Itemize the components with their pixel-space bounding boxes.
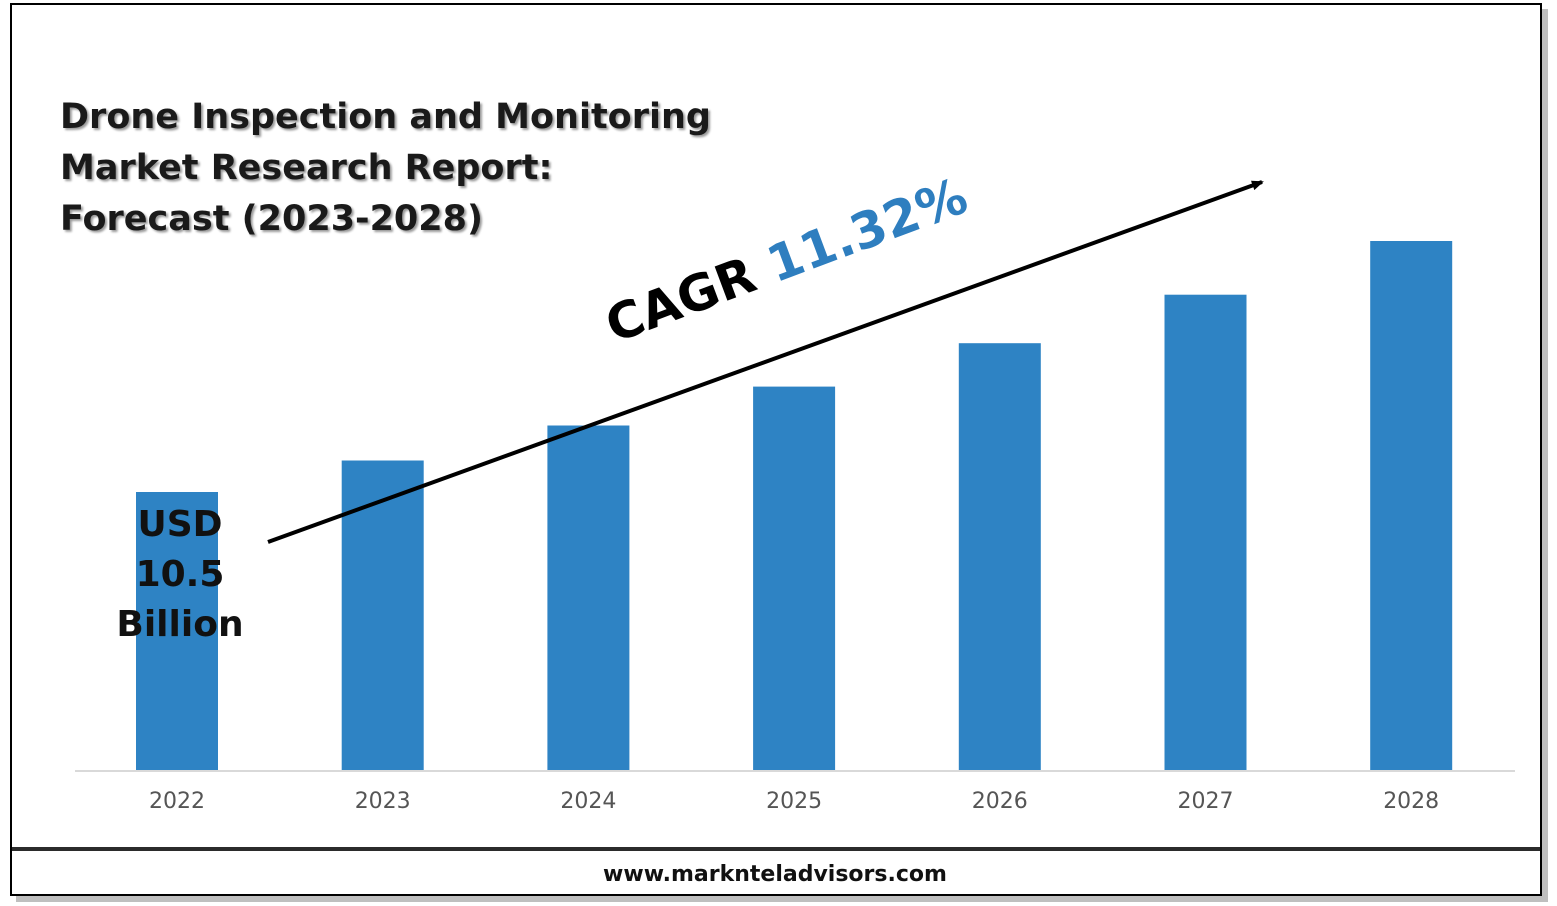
bar-2027	[1164, 294, 1247, 770]
start-value-annotation: USD 10.5 Billion	[100, 500, 260, 650]
website-link[interactable]: www.marknteladvisors.com	[603, 862, 947, 887]
x-tick-2025: 2025	[766, 789, 822, 814]
title-line-1: Drone Inspection and Monitoring	[60, 97, 711, 137]
title-line-2: Market Research Report:	[60, 148, 553, 188]
bar-group	[136, 241, 1453, 770]
x-tick-2028: 2028	[1383, 789, 1439, 814]
bar-2028	[1370, 241, 1453, 770]
x-tick-2026: 2026	[972, 789, 1028, 814]
start-value-currency: USD	[137, 504, 223, 545]
bar-2025	[753, 386, 836, 770]
footer-divider	[12, 847, 1540, 851]
start-value-amount: 10.5	[135, 554, 225, 595]
x-tick-2023: 2023	[355, 789, 411, 814]
bar-2024	[547, 425, 630, 770]
x-tick-2027: 2027	[1178, 789, 1234, 814]
x-tick-2024: 2024	[560, 789, 616, 814]
start-value-unit: Billion	[116, 604, 244, 645]
bar-2022	[136, 492, 218, 770]
x-tick-labels: 2022 2023 2024 2025 2026 2027 2028	[149, 789, 1439, 814]
x-tick-2022: 2022	[149, 789, 205, 814]
bar-2023	[341, 460, 424, 770]
title-line-3: Forecast (2023-2028)	[60, 199, 483, 239]
chart-title: Drone Inspection and Monitoring Market R…	[60, 92, 711, 245]
bar-2026	[958, 343, 1041, 770]
growth-arrow	[267, 180, 1264, 544]
